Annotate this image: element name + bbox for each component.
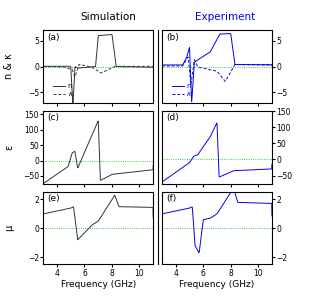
n xyxy=(53,64,56,68)
Line: n: n xyxy=(43,35,153,105)
$\kappa$ xyxy=(73,75,77,79)
Text: (e): (e) xyxy=(48,194,60,203)
$\kappa$ xyxy=(171,64,175,68)
Text: (f): (f) xyxy=(166,194,177,203)
n xyxy=(246,63,250,67)
Legend: n, $\kappa$: n, $\kappa$ xyxy=(171,82,193,99)
Text: (d): (d) xyxy=(166,113,179,123)
$\kappa$ xyxy=(41,65,45,68)
$\kappa$ xyxy=(186,55,190,59)
Line: n: n xyxy=(162,34,272,102)
Text: ε: ε xyxy=(4,145,14,150)
Line: $\kappa$: $\kappa$ xyxy=(162,57,272,84)
n xyxy=(205,53,208,56)
Line: $\kappa$: $\kappa$ xyxy=(43,64,153,77)
n xyxy=(151,65,155,69)
$\kappa$ xyxy=(86,64,90,68)
$\kappa$ xyxy=(246,63,250,67)
$\kappa$ xyxy=(160,64,164,68)
n xyxy=(71,104,75,107)
n xyxy=(110,33,114,36)
n xyxy=(171,63,175,67)
n xyxy=(248,63,252,67)
n xyxy=(190,100,193,103)
Text: (b): (b) xyxy=(166,33,179,42)
Text: (c): (c) xyxy=(48,113,60,123)
$\kappa$ xyxy=(248,63,252,67)
n xyxy=(90,65,94,69)
Text: (a): (a) xyxy=(48,33,60,42)
Legend: n, $\kappa$: n, $\kappa$ xyxy=(52,82,74,99)
$\kappa$ xyxy=(77,63,81,66)
Text: n & κ: n & κ xyxy=(4,54,14,79)
Text: μ: μ xyxy=(4,225,14,231)
$\kappa$ xyxy=(90,65,94,69)
$\kappa$ xyxy=(151,64,155,68)
n xyxy=(127,65,131,69)
n xyxy=(229,32,232,36)
Text: Simulation: Simulation xyxy=(80,12,136,22)
X-axis label: Frequency (GHz): Frequency (GHz) xyxy=(179,280,255,289)
$\kappa$ xyxy=(129,64,133,68)
$\kappa$ xyxy=(236,63,239,66)
n xyxy=(209,50,212,53)
$\kappa$ xyxy=(209,68,213,72)
n xyxy=(117,65,121,68)
$\kappa$ xyxy=(117,64,121,68)
n xyxy=(129,65,133,69)
$\kappa$ xyxy=(205,67,209,71)
n xyxy=(270,64,274,67)
n xyxy=(41,64,45,68)
$\kappa$ xyxy=(53,65,56,69)
$\kappa$ xyxy=(270,64,274,68)
n xyxy=(160,64,164,67)
$\kappa$ xyxy=(127,64,131,68)
Text: Experiment: Experiment xyxy=(196,12,256,22)
n xyxy=(86,65,90,69)
X-axis label: Frequency (GHz): Frequency (GHz) xyxy=(61,280,136,289)
n xyxy=(236,63,239,66)
$\kappa$ xyxy=(189,82,193,86)
